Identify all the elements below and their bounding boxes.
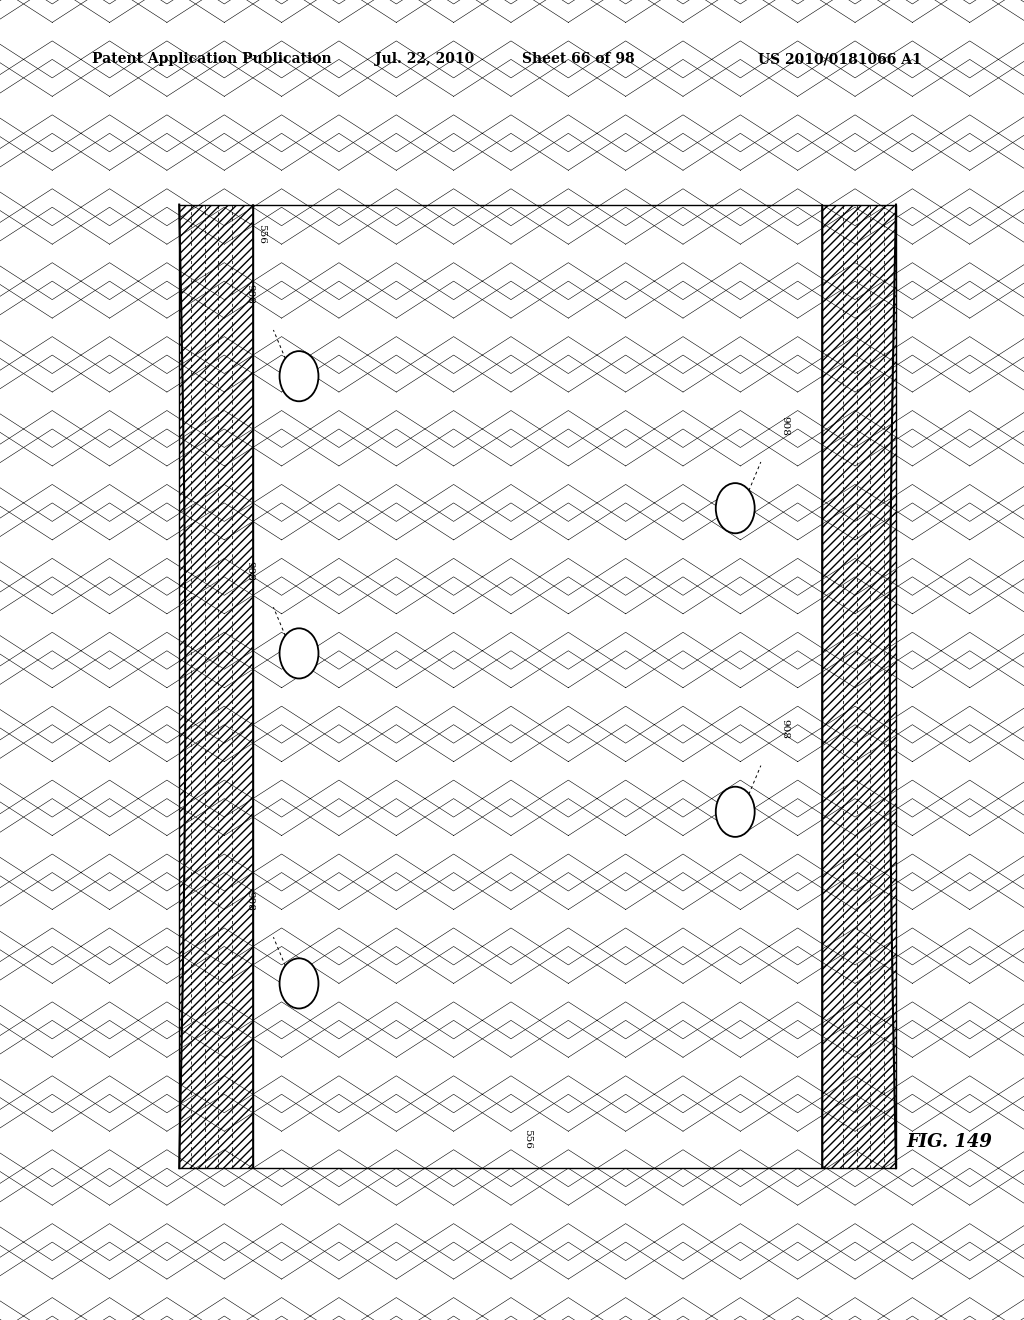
Text: 908: 908 [246,561,254,581]
Text: US 2010/0181066 A1: US 2010/0181066 A1 [758,53,922,66]
Circle shape [280,351,318,401]
Bar [253,205,822,1168]
Text: 556: 556 [523,1129,531,1148]
Text: FIG. 149: FIG. 149 [906,1133,992,1151]
Circle shape [280,628,318,678]
Circle shape [716,483,755,533]
Circle shape [280,958,318,1008]
Text: 908: 908 [246,891,254,911]
Text: Patent Application Publication: Patent Application Publication [92,53,332,66]
Bar [253,205,822,1168]
Text: 556: 556 [257,224,265,244]
Bar [179,205,253,1168]
Circle shape [716,787,755,837]
Text: Jul. 22, 2010: Jul. 22, 2010 [376,53,474,66]
Text: Sheet 66 of 98: Sheet 66 of 98 [522,53,635,66]
Bar [822,205,896,1168]
Text: 908: 908 [246,284,254,304]
Text: 908: 908 [780,416,788,436]
Text: 908: 908 [780,719,788,739]
